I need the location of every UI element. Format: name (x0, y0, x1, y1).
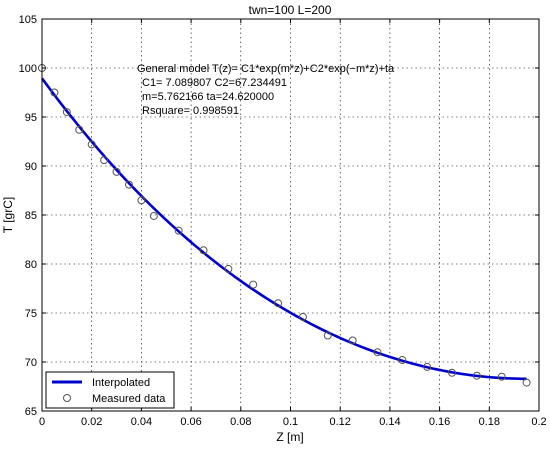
y-tick-label: 85 (25, 210, 37, 222)
data-point-measured (199, 246, 208, 255)
series-line-interpolated (40, 77, 527, 381)
data-point-measured (224, 264, 233, 273)
annotation-line-2: C1= 7.089807 C2=67.234491 (142, 77, 287, 89)
annotation-line-4: Rsquare= 0.998591 (142, 105, 239, 117)
data-point-measured (124, 180, 133, 189)
x-tick-label: 0.04 (131, 416, 152, 428)
data-point-measured (423, 362, 432, 371)
data-point-measured (497, 372, 506, 381)
data-point-measured (398, 356, 407, 365)
legend-label-measured: Measured data (92, 393, 166, 405)
data-point-measured (298, 312, 307, 321)
y-tick-label: 90 (25, 161, 37, 173)
y-tick-label: 75 (25, 308, 37, 320)
data-point-measured (87, 140, 96, 149)
data-point-measured (100, 156, 109, 165)
ticks: 0 0.02 0.04 0.06 0.08 0.1 0.12 0.14 0.16 0.18 0.2 6… (19, 14, 547, 428)
data-point-measured (522, 378, 531, 387)
data-point-measured (448, 368, 457, 377)
y-tick-label: 65 (25, 406, 37, 418)
x-tick-label: 0.12 (329, 416, 350, 428)
data-point-measured (274, 299, 283, 308)
data-point-measured (112, 167, 121, 176)
legend-label-interpolated: Interpolated (92, 377, 150, 389)
model-annotation: General model T(z)= C1*exp(m*z)+C2*exp(−… (137, 63, 395, 117)
legend-box (45, 371, 175, 409)
data-point-measured (149, 211, 158, 220)
x-tick-label: 0.1 (283, 416, 298, 428)
x-axis-label: Z [m] (276, 430, 303, 444)
x-tick-label: 0.18 (479, 416, 500, 428)
data-point-measured (75, 125, 84, 134)
data-point-measured (249, 280, 258, 289)
x-tick-label: 0.08 (230, 416, 251, 428)
x-tick-label: 0.16 (429, 416, 450, 428)
data-point-measured (348, 336, 357, 345)
chart-title: twn=100 L=200 (249, 3, 332, 17)
data-point-measured (174, 226, 183, 235)
x-tick-label: 0.06 (180, 416, 201, 428)
annotation-line-1: General model T(z)= C1*exp(m*z)+C2*exp(−… (137, 63, 395, 75)
x-tick-label: 0 (39, 416, 45, 428)
data-point-measured (137, 196, 146, 205)
x-tick-label: 0.02 (81, 416, 102, 428)
data-point-measured (323, 331, 332, 340)
data-point-measured (373, 348, 382, 357)
legend: Interpolated Measured data (45, 371, 175, 409)
x-tick-label: 0.2 (531, 416, 546, 428)
grid (42, 19, 539, 411)
annotation-line-3: m=5.762166 ta=24.620000 (142, 91, 274, 103)
data-point-measured (62, 108, 71, 117)
y-tick-label: 95 (25, 112, 37, 124)
y-tick-label: 100 (19, 63, 37, 75)
y-tick-label: 70 (25, 357, 37, 369)
y-axis-label: T [grC] (1, 197, 15, 233)
y-tick-label: 80 (25, 259, 37, 271)
x-tick-label: 0.14 (379, 416, 400, 428)
data-point-measured (472, 371, 481, 380)
legend-marker-swatch (63, 394, 71, 402)
data-point-measured (50, 88, 59, 97)
y-tick-label: 105 (19, 14, 37, 26)
